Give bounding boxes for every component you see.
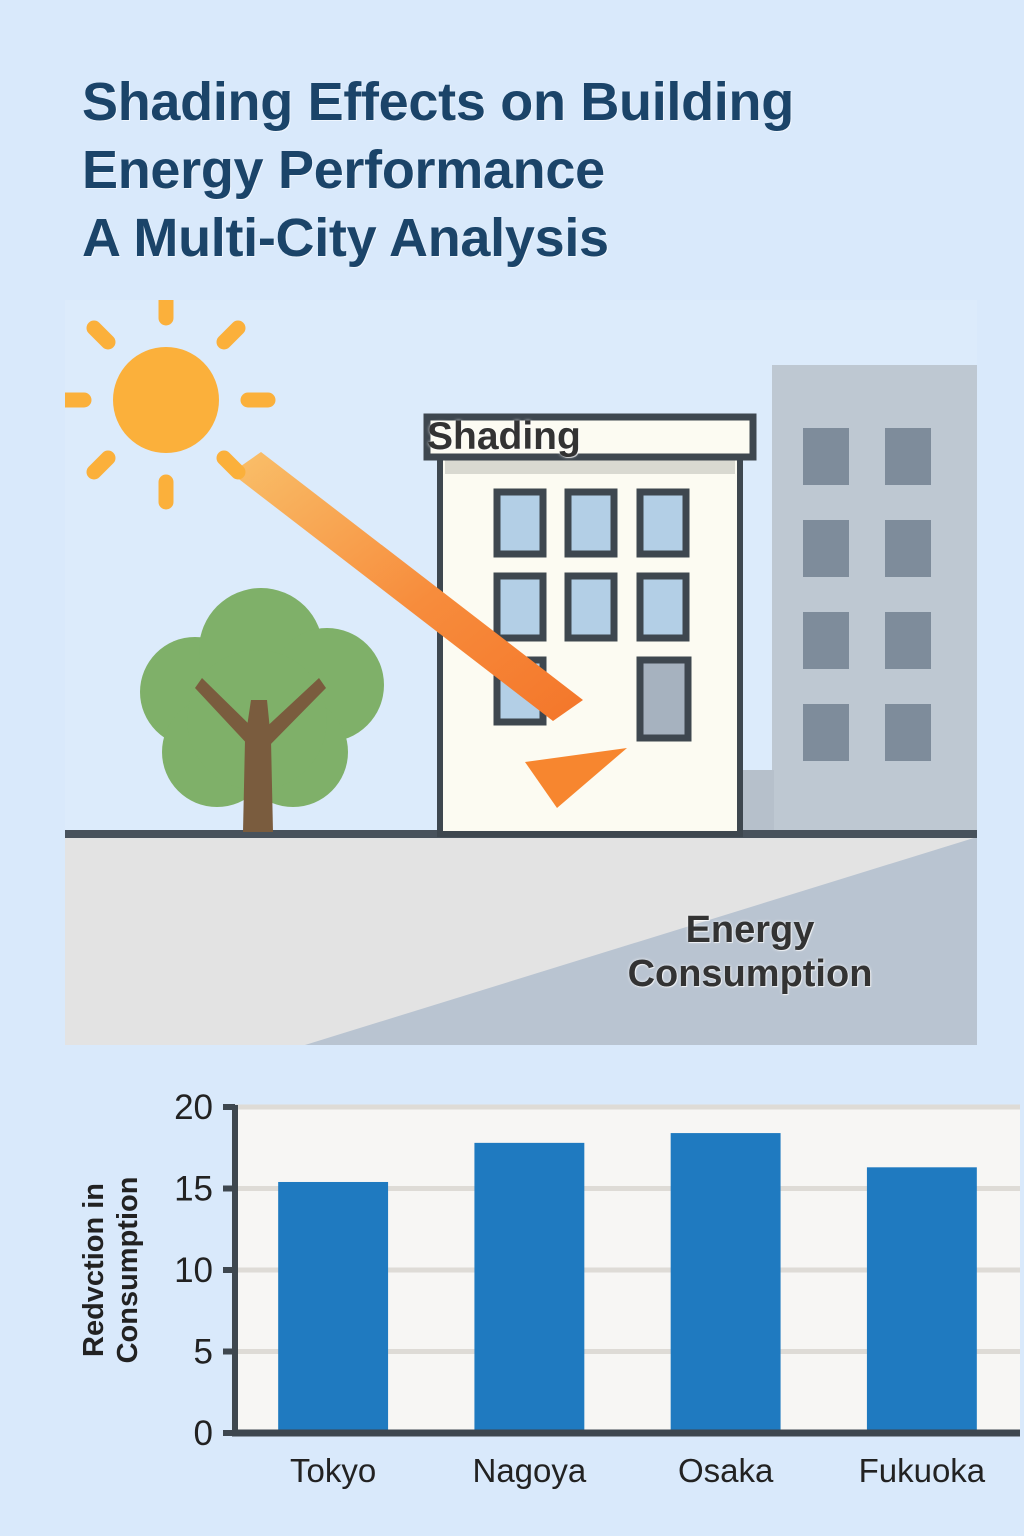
title-line-1: Shading Effects on Building [82, 72, 794, 132]
y-axis-title: Redvction in Consumption [78, 1177, 144, 1364]
x-tick-label: Fukuoka [859, 1452, 986, 1489]
title-line-3: A Multi-City Analysis [82, 208, 609, 269]
bar-nagoya[interactable] [474, 1142, 585, 1433]
y-tick-label: 0 [194, 1414, 213, 1453]
shading-label: Shading [427, 415, 581, 458]
y-tick-label: 10 [174, 1251, 213, 1290]
bar-osaka[interactable] [670, 1133, 781, 1433]
scene-illustration: Shading Energy Consumption [65, 300, 977, 1045]
y-axis-title-line-1: Redvction in [78, 1183, 110, 1357]
page-title: Shading Effects on Building Energy Perfo… [82, 68, 962, 272]
chart-svg: 0 5 10 15 20 Tokyo Nagoya Osaka Fukuoka Redvcti… [78, 1090, 1020, 1489]
y-tick-label: 15 [174, 1170, 213, 1209]
bar-chart: 0 5 10 15 20 Tokyo Nagoya Osaka Fukuoka Redvcti… [65, 1090, 1020, 1510]
energy-label-line-2: Consumption [627, 953, 873, 996]
x-tick-label: Osaka [678, 1452, 774, 1489]
y-axis-ticks: 0 5 10 15 20 [174, 1090, 235, 1453]
x-axis-labels: Tokyo Nagoya Osaka Fukuoka [290, 1452, 986, 1489]
x-tick-label: Tokyo [290, 1452, 376, 1489]
energy-label-line-1: Energy [685, 909, 815, 951]
bar-tokyo[interactable] [278, 1181, 389, 1433]
y-tick-label: 5 [194, 1333, 213, 1372]
y-tick-label: 20 [174, 1090, 213, 1127]
sun-icon [65, 300, 276, 510]
x-tick-label: Nagoya [473, 1452, 587, 1489]
tree-icon [140, 588, 384, 832]
sun-ray-arrow-icon [231, 452, 627, 808]
bars-group [278, 1133, 977, 1433]
scene-svg [65, 300, 977, 1045]
energy-consumption-label: Energy Consumption [585, 908, 915, 996]
bar-fukuoka[interactable] [866, 1167, 977, 1433]
y-axis-title-line-2: Consumption [112, 1177, 144, 1364]
title-line-2: Energy Performance [82, 140, 605, 201]
